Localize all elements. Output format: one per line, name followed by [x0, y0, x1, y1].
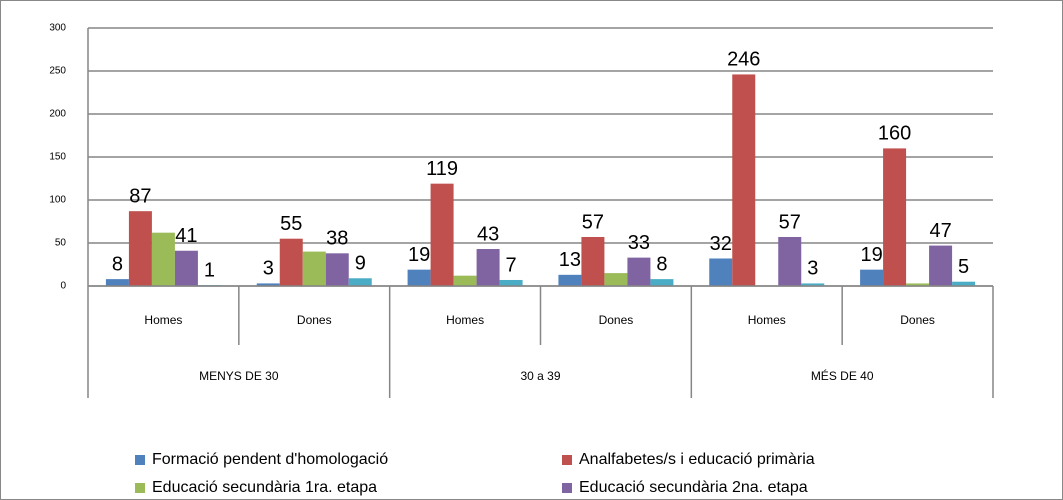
bar [407, 269, 431, 286]
data-label: 19 [408, 244, 430, 266]
bar [709, 258, 733, 286]
data-label: 160 [878, 123, 911, 145]
bar [279, 238, 303, 286]
bar [778, 236, 802, 286]
bar [499, 279, 523, 286]
bar [906, 283, 930, 286]
bar [558, 274, 582, 286]
legend-swatch [562, 455, 572, 465]
legend-label: Analfabetes/s i educació primària [579, 451, 815, 468]
legend-label: Formació pendent d'homologació [152, 451, 388, 468]
bar [650, 279, 674, 286]
legend-swatch [135, 483, 145, 493]
legend-swatch [562, 483, 572, 493]
x-tick-label: Homes [748, 313, 786, 327]
bar [174, 250, 198, 286]
x-tick-label: Dones [297, 313, 332, 327]
data-label: 5 [958, 256, 969, 278]
legend-label: Educació secundària 1ra. etapa [152, 479, 377, 496]
y-tick-label: 50 [55, 238, 67, 249]
x-tick-label: Dones [599, 313, 634, 327]
bar [476, 249, 500, 286]
data-label: 33 [628, 232, 650, 254]
data-label: 8 [656, 253, 667, 275]
bar [453, 275, 477, 286]
bar [302, 251, 326, 286]
bar [105, 279, 129, 286]
data-label: 41 [175, 225, 197, 247]
bar [952, 281, 976, 286]
data-label: 47 [929, 220, 951, 242]
data-label: 19 [860, 244, 882, 266]
data-label: 3 [807, 258, 818, 280]
x-tick-label: Homes [144, 313, 182, 327]
x-tick-label: Homes [446, 313, 484, 327]
data-label: 32 [710, 233, 732, 255]
bar [348, 278, 372, 286]
group-label: MÉS DE 40 [811, 368, 874, 383]
data-label: 57 [779, 211, 801, 233]
data-label: 1 [204, 259, 215, 281]
data-label: 8 [112, 253, 123, 275]
bar [801, 283, 825, 286]
group-label: MENYS DE 30 [199, 369, 279, 383]
bar [581, 236, 605, 286]
bar [430, 183, 454, 286]
y-tick-label: 300 [49, 23, 66, 34]
bar [128, 211, 152, 286]
data-label: 119 [426, 158, 458, 180]
bar [883, 148, 907, 286]
data-label: 13 [559, 249, 581, 271]
bar [325, 253, 349, 286]
bar [732, 74, 756, 286]
data-label: 57 [582, 211, 604, 233]
data-label: 3 [263, 258, 274, 280]
bar [256, 283, 280, 286]
data-label: 43 [477, 223, 499, 245]
x-tick-label: Dones [900, 313, 935, 327]
bar [929, 245, 953, 286]
data-label: 55 [280, 213, 302, 235]
bar [151, 232, 175, 286]
y-tick-label: 100 [49, 195, 66, 206]
y-tick-label: 150 [49, 152, 66, 163]
y-tick-label: 250 [49, 66, 66, 77]
legend-swatch [135, 455, 145, 465]
bar [860, 269, 884, 286]
data-label: 246 [727, 49, 760, 71]
y-tick-label: 200 [49, 109, 66, 120]
data-label: 38 [326, 228, 348, 250]
y-tick-label: 0 [60, 281, 66, 292]
data-label: 7 [506, 254, 517, 276]
data-label: 9 [355, 253, 366, 275]
bar [627, 257, 651, 286]
legend-label: Educació secundària 2na. etapa [579, 479, 808, 496]
data-label: 87 [129, 185, 151, 207]
group-label: 30 a 39 [520, 369, 560, 383]
bar [604, 273, 628, 286]
